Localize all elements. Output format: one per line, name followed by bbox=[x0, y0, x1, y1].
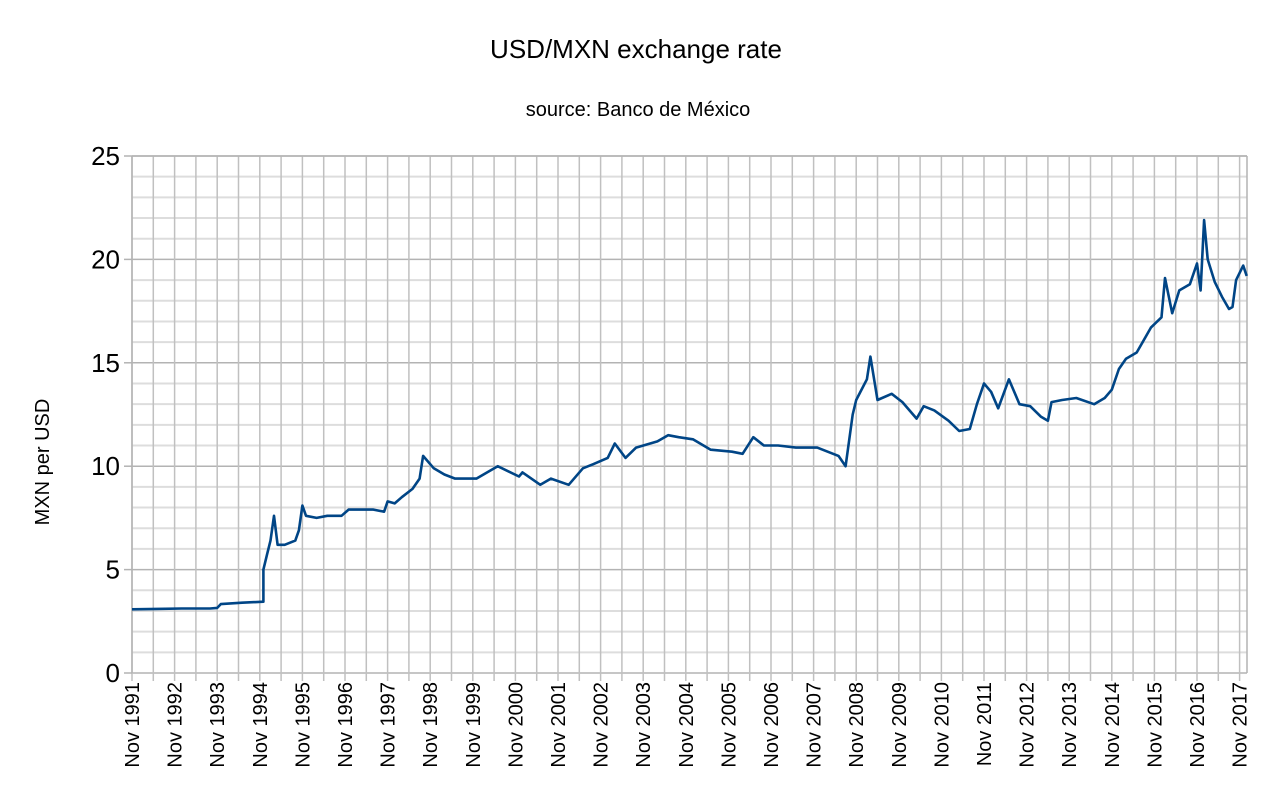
series-line bbox=[131, 218, 1248, 611]
x-tick-label: Nov 2006 bbox=[761, 682, 783, 768]
y-axis: 0 5 10 15 20 25 bbox=[91, 141, 133, 688]
x-tick-label: Nov 2001 bbox=[548, 682, 570, 768]
x-tick-label: Nov 2011 bbox=[974, 682, 996, 766]
x-tick-label: Nov 1996 bbox=[335, 682, 357, 768]
x-tick-label: Nov 2015 bbox=[1144, 682, 1166, 768]
y-axis-label: MXN per USD bbox=[32, 399, 54, 526]
x-tick-label: Nov 1998 bbox=[420, 682, 442, 768]
x-tick-label: Nov 2016 bbox=[1187, 682, 1209, 768]
x-tick-label: Nov 2017 bbox=[1230, 682, 1252, 768]
y-tick-label: 0 bbox=[106, 658, 120, 688]
x-tick-label: Nov 2005 bbox=[718, 682, 740, 768]
y-tick-label: 25 bbox=[91, 141, 120, 171]
x-tick-label: Nov 2000 bbox=[505, 682, 527, 768]
chart-subtitle: source: Banco de México bbox=[526, 99, 751, 121]
x-tick-label: Nov 1995 bbox=[292, 682, 314, 768]
x-tick-label: Nov 2010 bbox=[931, 682, 953, 768]
y-tick-label: 5 bbox=[106, 555, 120, 585]
x-tick-label: Nov 2009 bbox=[889, 682, 911, 768]
y-tick-label: 20 bbox=[91, 244, 120, 274]
x-tick-label: Nov 1993 bbox=[207, 682, 229, 768]
grid bbox=[131, 155, 1248, 681]
x-tick-label: Nov 2007 bbox=[804, 682, 826, 768]
x-tick-label: Nov 1994 bbox=[250, 682, 272, 768]
x-tick-label: Nov 2002 bbox=[591, 682, 613, 768]
x-tick-label: Nov 2008 bbox=[846, 682, 868, 768]
chart-title: USD/MXN exchange rate bbox=[490, 34, 782, 64]
x-tick-label: Nov 2003 bbox=[633, 682, 655, 768]
x-tick-label: Nov 1997 bbox=[378, 682, 400, 768]
x-tick-label: Nov 2012 bbox=[1017, 682, 1039, 768]
x-tick-label: Nov 1991 bbox=[122, 682, 144, 768]
x-axis: Nov 1991 Nov 1992 Nov 1993 Nov 1994 Nov 1995… bbox=[122, 682, 1252, 768]
x-tick-label: Nov 1999 bbox=[463, 682, 485, 768]
x-tick-label: Nov 1992 bbox=[165, 682, 187, 768]
x-tick-label: Nov 2014 bbox=[1102, 682, 1124, 768]
x-tick-label: Nov 2004 bbox=[676, 682, 698, 768]
y-tick-label: 15 bbox=[91, 348, 120, 378]
x-tick-label: Nov 2013 bbox=[1059, 682, 1081, 768]
y-tick-label: 10 bbox=[91, 451, 120, 481]
